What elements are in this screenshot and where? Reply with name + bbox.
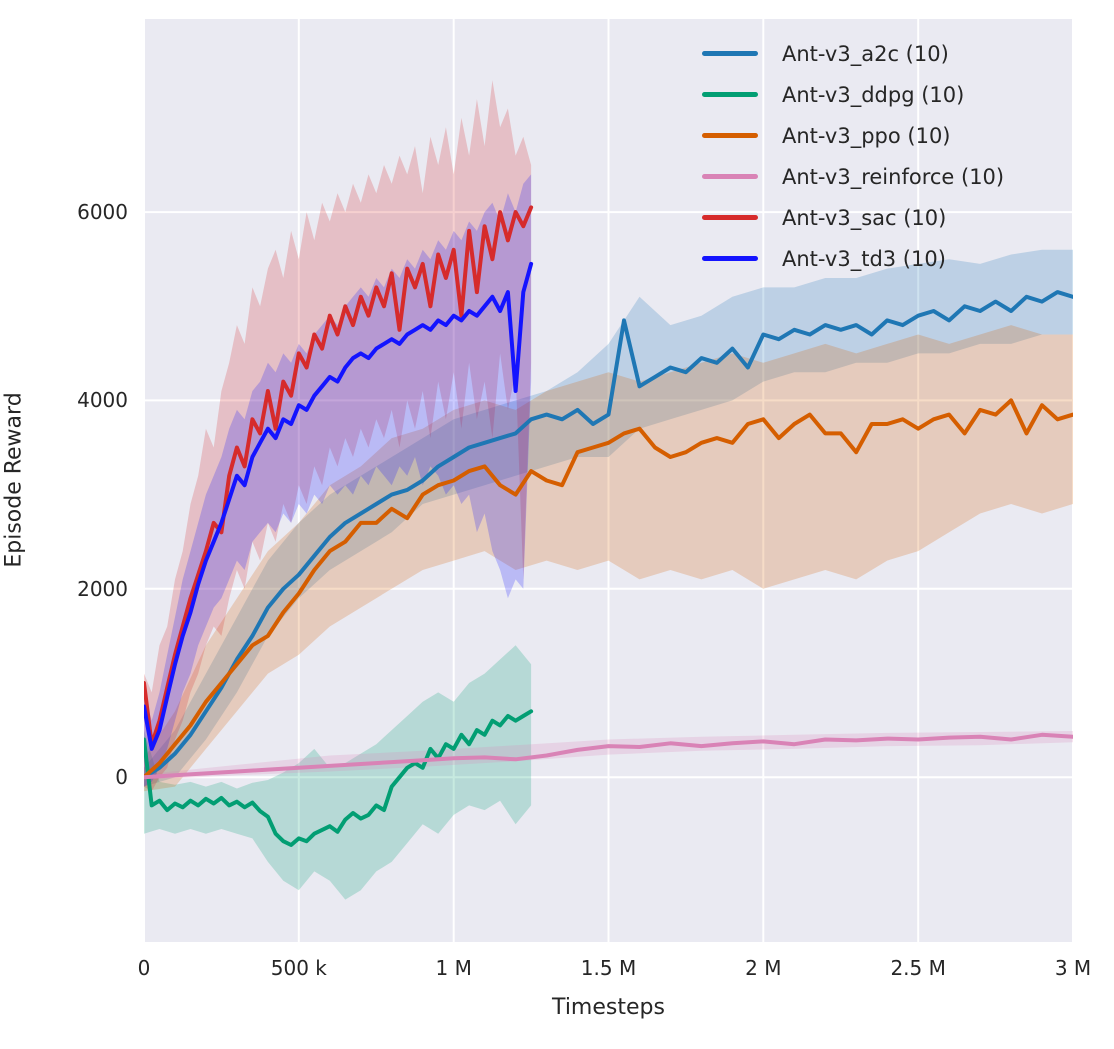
x-tick-label: 2.5 M [890,956,946,980]
legend-label: Ant-v3_reinforce (10) [782,164,1005,189]
legend-line-icon [702,256,758,261]
x-tick-label: 0 [137,956,151,980]
y-tick-label: 4000 [77,388,128,413]
series-band-ppo [144,325,1073,792]
y-tick-label: 2000 [77,576,128,601]
plot-area [144,19,1073,942]
legend-label: Ant-v3_sac (10) [782,205,947,230]
legend-label: Ant-v3_ddpg (10) [782,82,965,107]
x-tick-label: 3 M [1054,956,1092,980]
x-tick-label: 2 M [745,956,782,980]
x-tick-label: 1.5 M [580,956,637,980]
legend: Ant-v3_a2c (10) Ant-v3_ddpg (10) Ant-v3_pp… [702,33,1004,279]
series-line-ppo [144,398,1073,780]
x-axis-label: Timesteps [552,995,665,1020]
legend-label: Ant-v3_ppo (10) [782,123,951,148]
y-tick-label: 6000 [77,200,128,225]
legend-line-icon [702,215,758,220]
series-band-ddpg [144,645,532,900]
legend-item-reinforce: Ant-v3_reinforce (10) [702,156,1004,197]
legend-line-icon [702,92,758,97]
legend-item-ppo: Ant-v3_ppo (10) [702,115,1004,156]
series-band-a2c [144,249,1073,787]
series-line-ddpg [144,709,534,847]
y-axis-label: Episode Reward [1,392,27,568]
x-tick-label: 1 M [435,956,472,980]
series-line-a2c [144,290,1073,780]
legend-item-sac: Ant-v3_sac (10) [702,197,1004,238]
series-line-reinforce [144,732,1073,780]
series-line-sac [144,205,534,747]
legend-line-icon [702,51,758,56]
legend-label: Ant-v3_td3 (10) [782,246,946,271]
legend-label: Ant-v3_a2c (10) [782,41,949,66]
series-band-sac [144,80,532,792]
series-band-reinforce [144,731,1073,780]
legend-line-icon [702,133,758,138]
x-tick-label: 500 k [270,956,327,980]
legend-item-ddpg: Ant-v3_ddpg (10) [702,74,1004,115]
series-line-td3 [144,261,534,751]
legend-item-a2c: Ant-v3_a2c (10) [702,33,1004,74]
legend-item-td3: Ant-v3_td3 (10) [702,238,1004,279]
legend-line-icon [702,174,758,179]
y-tick-label: 0 [115,765,128,790]
